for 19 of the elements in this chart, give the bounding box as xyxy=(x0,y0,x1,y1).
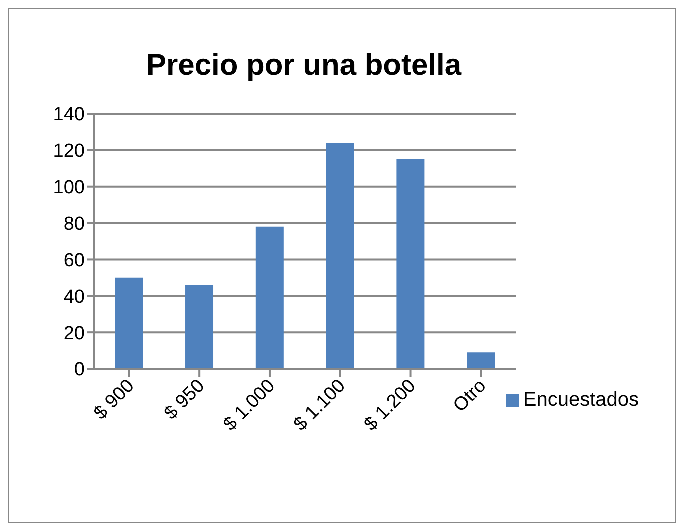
bar xyxy=(186,285,214,369)
bar xyxy=(467,352,496,369)
bar xyxy=(256,226,284,369)
bar xyxy=(115,278,144,369)
y-tick-label: 140 xyxy=(53,104,85,126)
y-tick-label: 100 xyxy=(53,178,85,199)
bar xyxy=(326,143,354,369)
chart-title: Precio por una botella xyxy=(145,49,463,83)
y-tick-label: 40 xyxy=(64,286,85,308)
y-tick-label: 0 xyxy=(74,360,85,381)
y-tick-label: 20 xyxy=(64,323,85,344)
y-tick-label: 120 xyxy=(53,141,85,162)
bar xyxy=(396,160,425,369)
y-tick-label: 60 xyxy=(64,250,85,272)
legend-label: Encuestados xyxy=(523,389,639,411)
x-tick-label: $ 950 xyxy=(160,376,210,424)
y-tick-label: 80 xyxy=(64,214,85,236)
x-tick-label: $ 900 xyxy=(90,376,139,424)
x-tick-label: Otro xyxy=(450,376,491,417)
